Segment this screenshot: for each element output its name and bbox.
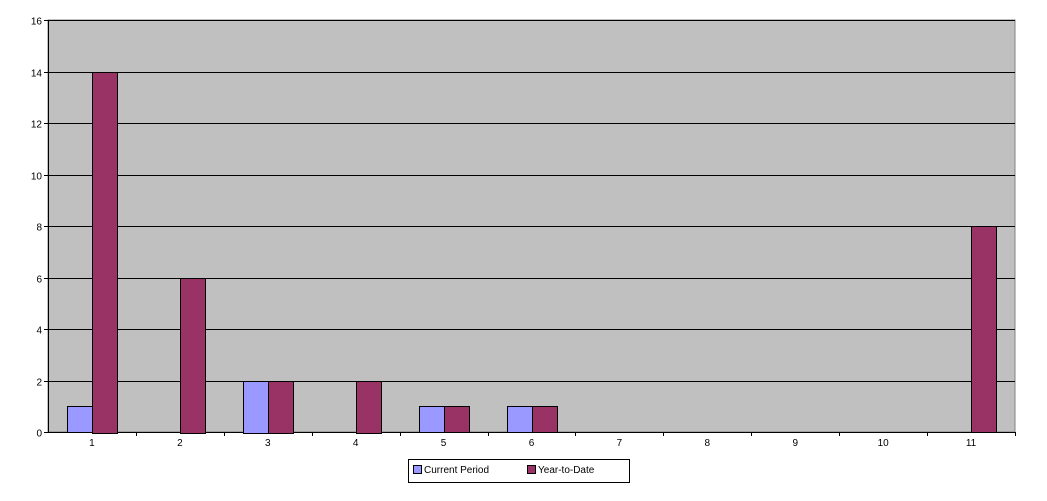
x-tick-label-6: 6 <box>529 438 535 449</box>
x-tick-label-8: 8 <box>705 438 711 449</box>
legend-swatch-year-to-date <box>527 464 536 474</box>
y-tick-label-14: 14 <box>31 69 43 80</box>
x-tick-label-10: 10 <box>878 438 890 449</box>
x-tick-label-3: 3 <box>265 438 271 449</box>
y-tick-label-0: 0 <box>36 429 42 440</box>
bar-current-period-6 <box>507 406 533 433</box>
y-tick-label-6: 6 <box>36 275 42 286</box>
legend-item-current-period: Current Period <box>413 464 490 477</box>
bar-year-to-date-2 <box>180 278 206 434</box>
bar-year-to-date-1 <box>92 72 118 434</box>
y-tick-label-12: 12 <box>31 120 43 131</box>
x-tick-label-2: 2 <box>177 438 183 449</box>
x-tick-label-5: 5 <box>441 438 447 449</box>
x-tick-label-7: 7 <box>617 438 623 449</box>
legend-label-current-period: Current Period <box>424 465 490 476</box>
y-tick-label-10: 10 <box>31 172 43 183</box>
bar-year-to-date-3 <box>268 381 294 434</box>
x-tick-label-1: 1 <box>89 438 95 449</box>
bar-year-to-date-6 <box>532 406 558 433</box>
bar-year-to-date-11 <box>971 226 997 433</box>
legend-label-year-to-date: Year-to-Date <box>538 465 595 476</box>
y-tick-label-4: 4 <box>36 326 42 337</box>
bar-year-to-date-5 <box>444 406 470 433</box>
x-tick-label-9: 9 <box>792 438 798 449</box>
legend-item-year-to-date: Year-to-Date <box>527 464 595 477</box>
bar-current-period-3 <box>243 381 269 434</box>
bar-current-period-1 <box>67 406 93 433</box>
bar-year-to-date-4 <box>356 381 382 434</box>
y-tick-label-8: 8 <box>36 223 42 234</box>
legend: Current Period Year-to-Date <box>408 459 630 483</box>
bar-current-period-5 <box>419 406 445 433</box>
y-tick-label-16: 16 <box>31 17 43 28</box>
y-tick-label-2: 2 <box>36 378 42 389</box>
x-tick-label-11: 11 <box>966 438 977 449</box>
x-tick-label-4: 4 <box>353 438 359 449</box>
legend-swatch-current-period <box>413 464 422 474</box>
